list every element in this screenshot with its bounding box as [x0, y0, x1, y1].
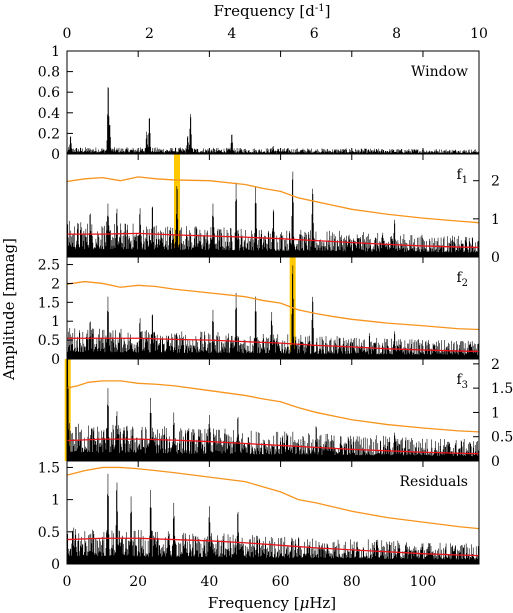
y-tick-label: 0 [51, 352, 60, 368]
y-tick-label: 1 [51, 44, 60, 60]
top-tick-label: 8 [392, 26, 401, 42]
y-tick-label: 0.8 [38, 65, 60, 81]
bottom-axis-label: Frequency [μHz] [208, 594, 336, 612]
noise-level-lower-curve [67, 232, 480, 249]
y-tick-label: 0 [491, 250, 500, 266]
y-tick-label: 2 [491, 174, 500, 190]
amplitude-spectrum [66, 171, 480, 257]
x-tick-label: 80 [343, 574, 361, 590]
noise-level-lower-curve [66, 438, 480, 455]
y-tick-label: 0.2 [38, 126, 60, 142]
y-tick-label: 2 [491, 357, 500, 373]
axes-text-group: Frequency [d-1] Frequency [μHz] Amplitud… [0, 2, 336, 612]
panel-3: 2.5 2 1.5 1 0.5 0 f2 [38, 256, 480, 368]
y-tick-label: 0 [51, 557, 60, 573]
noise-level-upper-curve [66, 280, 480, 331]
x-tick-label: 60 [272, 574, 290, 590]
y-tick-label: 0.5 [38, 525, 60, 541]
y-tick-label: 2.5 [38, 258, 60, 274]
y-tick-label: 0 [491, 454, 500, 470]
y-tick-label: 1 [491, 212, 500, 228]
panels-group: 10.80.60.40.20Window210f12.521.510.50f22… [38, 26, 513, 590]
top-axis-label: Frequency [d-1] [214, 2, 331, 20]
y-tick-label: 0.5 [38, 333, 60, 349]
top-tick-label: 0 [63, 26, 72, 42]
x-tick-label: 100 [410, 574, 437, 590]
y-tick-label: 1.5 [38, 460, 60, 476]
x-tick-label: 0 [63, 574, 72, 590]
noise-level-upper-curve [66, 466, 480, 530]
x-tick-label: 40 [200, 574, 218, 590]
panel-2: 2 1 0 f1 [66, 153, 500, 266]
amplitude-spectrum [66, 265, 480, 359]
y-tick-label: 2 [51, 276, 60, 292]
noise-level-lower-curve [66, 537, 480, 557]
top-tick-label: 10 [470, 26, 488, 42]
top-tick-label: 2 [145, 26, 154, 42]
y-tick-label: 1.5 [38, 295, 60, 311]
y-tick-label: 0.5 [491, 430, 513, 446]
noise-level-lower-curve [67, 337, 480, 353]
panel-label: f3 [456, 372, 468, 391]
x-tick-label: 20 [129, 574, 147, 590]
top-tick-label: 4 [227, 26, 236, 42]
y-tick-label: 1 [51, 314, 60, 330]
noise-level-upper-curve [66, 176, 480, 224]
panel-label: Residuals [400, 474, 468, 490]
noise-level-upper-curve [66, 380, 480, 433]
panel-1: 1 0.8 0.6 0.4 0.2 0 Window [38, 44, 480, 163]
y-tick-label: 1 [491, 405, 500, 421]
y-tick-label: 0.6 [38, 85, 60, 101]
panel-5: 1.5 1 0.5 0 Residuals [38, 460, 480, 573]
y-axis-label: Amplitude [mmag] [0, 238, 18, 381]
panel-frame [66, 460, 480, 565]
amplitude-spectrum [66, 359, 480, 461]
y-tick-label: 0 [51, 147, 60, 163]
y-tick-label: 1 [51, 493, 60, 509]
panel-label: Window [411, 64, 468, 80]
amplitude-spectrum [66, 87, 480, 154]
y-tick-label: 0.4 [38, 106, 60, 122]
top-tick-label: 6 [310, 26, 319, 42]
panel-4: 2 1.5 1 0.5 0 f3 [64, 357, 513, 470]
panel-label: f1 [456, 167, 468, 186]
panel-label: f2 [456, 270, 468, 289]
y-tick-label: 1.5 [491, 381, 513, 397]
